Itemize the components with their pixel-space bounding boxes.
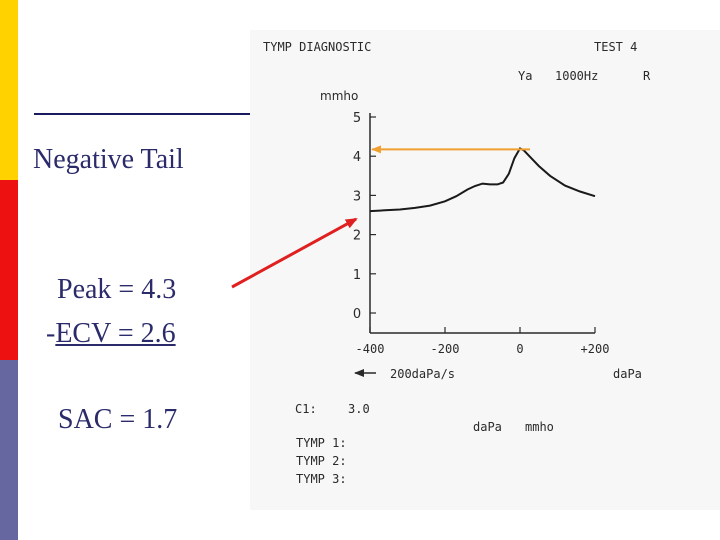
admittance-curve: [369, 147, 596, 213]
y-tick-label: 0: [353, 307, 361, 322]
x-tick-label: -400: [356, 342, 385, 356]
x-tick-label: 0: [516, 342, 523, 356]
slide-heading: Negative Tail: [33, 144, 184, 175]
ecv-label: ECV = 2.6: [55, 318, 176, 349]
col-header-mmho: mmho: [525, 420, 554, 434]
tympanogram-printout: [250, 30, 720, 510]
header-test: TEST 4: [594, 40, 637, 54]
ecv-arrow: [231, 217, 358, 289]
header-title: TYMP DIAGNOSTIC: [263, 40, 371, 54]
c1-value: 3.0: [348, 402, 370, 416]
y-ticks: 0 1 2 3 4 5: [353, 111, 376, 322]
accent-bar-slate: [0, 360, 18, 540]
sweep-rate-label: 200daPa/s: [390, 367, 455, 381]
y-tick-label: 4: [353, 150, 361, 165]
x-tick-label: -200: [431, 342, 460, 356]
y-tick-label: 3: [353, 189, 361, 204]
tymp-row-2: TYMP 2:: [296, 454, 347, 468]
c1-label: C1:: [295, 402, 317, 416]
tymp-row-1: TYMP 1:: [296, 436, 347, 450]
accent-bar-red: [0, 180, 18, 360]
tymp-row-3: TYMP 3:: [296, 472, 347, 486]
y-tick-label: 1: [353, 268, 361, 283]
y-tick-label: 2: [353, 229, 361, 244]
x-ticks: -400 -200 0 +200: [356, 327, 610, 356]
probe-label: Ya: [518, 69, 532, 83]
peak-text: Peak = 4.3: [57, 274, 177, 305]
sac-text: SAC = 1.7: [58, 404, 178, 435]
col-header-dapa: daPa: [473, 420, 502, 434]
x-axis-label: daPa: [613, 367, 642, 381]
ecv-text: -ECV = 2.6: [46, 318, 176, 350]
probe-frequency: 1000Hz: [555, 69, 598, 83]
ecv-prefix: -: [46, 318, 56, 349]
x-tick-label: +200: [581, 342, 610, 356]
y-axis-label: mmho: [320, 89, 358, 103]
accent-bar-yellow: [0, 0, 18, 180]
title-rule: [34, 113, 252, 115]
ear-label: R: [643, 69, 651, 83]
y-tick-label: 5: [353, 111, 361, 126]
